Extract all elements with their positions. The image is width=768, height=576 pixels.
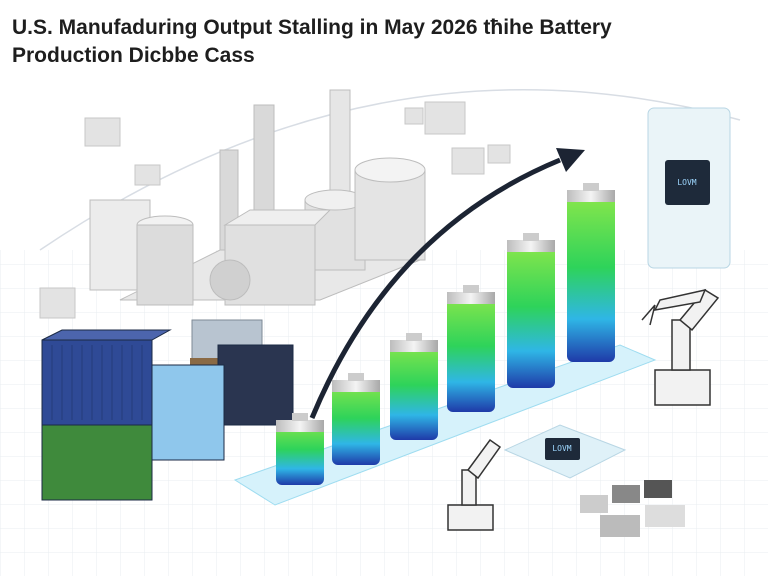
robot-arm (447, 438, 502, 531)
shipping-containers (41, 329, 294, 501)
chip-floor: LOVM (503, 424, 627, 479)
chip-label: LOVM (552, 444, 571, 453)
title-line: U.S. Manufaduring Output Stalling in May… (12, 16, 612, 39)
factory (89, 89, 426, 306)
small-buildings (39, 101, 511, 319)
robot-arm (641, 288, 720, 406)
arrow-head (556, 148, 585, 172)
title-line: Production Dicbbe Cass (12, 44, 255, 67)
batteries (276, 183, 615, 485)
floor-tiles (580, 480, 685, 537)
chip-label: LOVM (677, 178, 696, 187)
chip-panel: LOVM (647, 107, 731, 269)
arc-line (39, 89, 741, 251)
trend-arrow (309, 157, 561, 419)
